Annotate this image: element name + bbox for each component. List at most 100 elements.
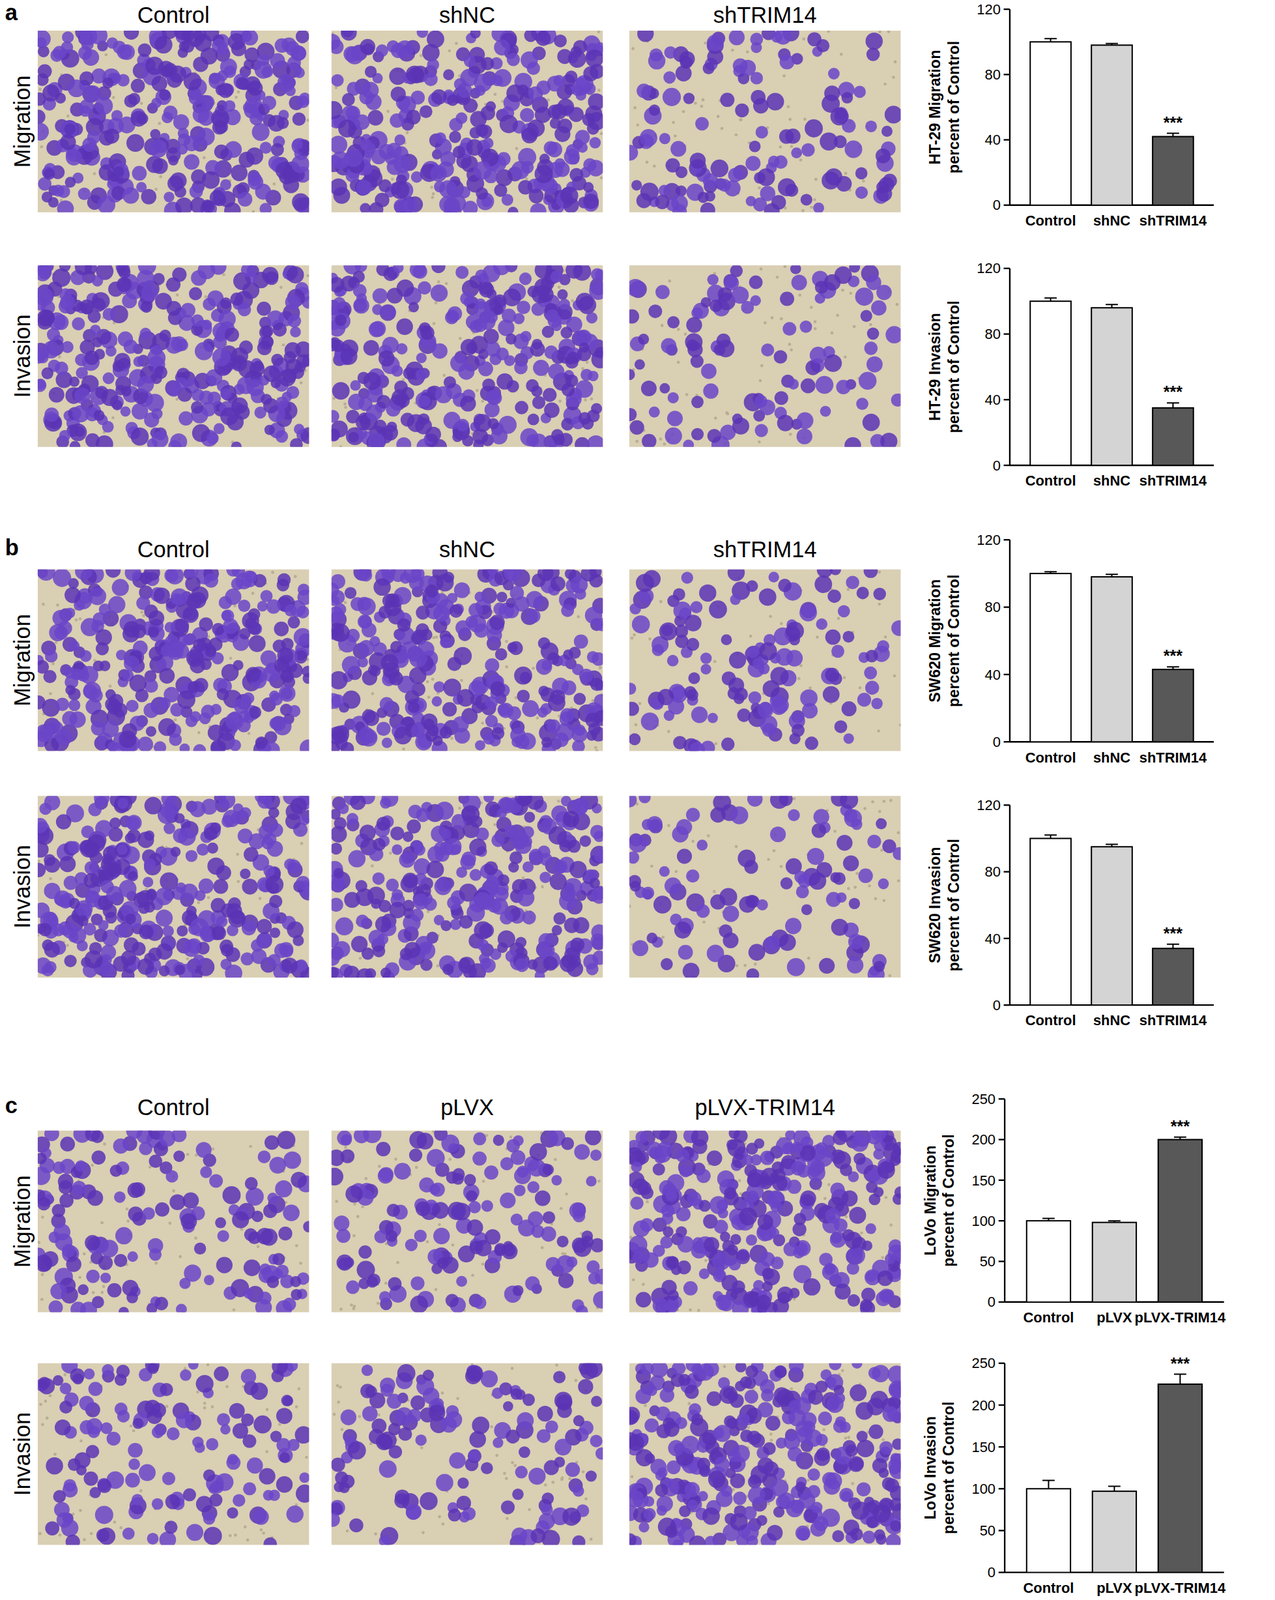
pore — [447, 49, 451, 53]
pore — [343, 402, 347, 406]
pore — [343, 405, 348, 410]
cell — [409, 265, 427, 278]
cell — [513, 312, 525, 324]
pore — [430, 196, 434, 200]
cell — [89, 324, 101, 336]
cell — [459, 395, 476, 412]
row-label: Invasion — [9, 314, 35, 398]
pore — [779, 317, 784, 321]
cell — [636, 83, 651, 98]
cell — [531, 302, 546, 316]
pore — [685, 392, 689, 397]
cell — [200, 47, 218, 65]
cell — [880, 432, 898, 447]
cell — [163, 63, 178, 77]
cell — [136, 181, 147, 193]
cell — [97, 196, 116, 213]
cell — [239, 340, 253, 354]
cell — [353, 284, 367, 298]
cell — [790, 265, 802, 275]
pore — [848, 291, 853, 296]
cell — [853, 85, 866, 99]
pore — [557, 285, 561, 289]
cell — [435, 385, 453, 403]
cell — [91, 291, 111, 311]
row-label: Migration — [9, 613, 35, 707]
pore — [175, 293, 180, 297]
cell — [732, 417, 750, 435]
cell — [233, 73, 249, 90]
cell — [191, 314, 204, 327]
cell — [140, 284, 158, 301]
cell — [368, 432, 386, 447]
cell — [74, 265, 92, 275]
cell — [130, 110, 147, 127]
cell — [286, 266, 304, 284]
cell — [439, 180, 457, 199]
pore — [662, 442, 666, 446]
cell — [201, 199, 214, 212]
cell — [779, 54, 795, 70]
cell — [517, 179, 533, 195]
cell — [583, 82, 596, 95]
cell — [149, 139, 168, 158]
cell — [538, 286, 554, 302]
pore — [789, 347, 793, 352]
cell — [573, 39, 588, 54]
cell — [154, 365, 168, 379]
cell — [252, 123, 270, 141]
cell — [292, 112, 307, 126]
pore — [830, 331, 834, 335]
cell — [768, 155, 780, 168]
pore — [390, 177, 395, 182]
cell — [55, 92, 67, 104]
pore — [809, 205, 814, 210]
cell — [545, 309, 559, 322]
cell — [352, 270, 365, 283]
cell — [505, 333, 517, 345]
pore — [631, 46, 635, 51]
pore — [813, 198, 817, 202]
cell — [667, 392, 679, 404]
cell — [473, 161, 492, 180]
cell — [667, 315, 680, 329]
cell — [117, 73, 130, 86]
pore — [112, 95, 116, 100]
cell — [163, 191, 174, 202]
cell — [138, 42, 152, 57]
cell — [269, 53, 285, 69]
cell — [750, 295, 761, 306]
pore — [869, 323, 873, 327]
pore — [700, 104, 704, 109]
cell — [587, 370, 599, 382]
cell — [585, 49, 604, 68]
cell — [491, 74, 503, 86]
cell — [675, 185, 687, 197]
cell — [389, 113, 404, 128]
cell — [800, 378, 816, 394]
cell — [830, 107, 849, 126]
pore — [878, 30, 882, 34]
cell — [373, 419, 387, 433]
cell — [702, 173, 719, 189]
cell — [506, 52, 520, 66]
cell — [278, 368, 296, 386]
cell — [189, 184, 204, 199]
cell — [52, 184, 65, 197]
cell — [295, 341, 309, 358]
cell — [670, 140, 687, 157]
pore — [271, 570, 275, 574]
cell — [446, 309, 460, 323]
pore — [787, 104, 791, 109]
pore — [51, 661, 55, 666]
cell — [691, 306, 703, 319]
pore — [788, 117, 792, 122]
cell — [551, 103, 567, 120]
cell — [753, 171, 766, 184]
pore — [431, 192, 436, 196]
cell — [824, 354, 842, 373]
cell — [482, 137, 494, 149]
cell — [37, 123, 49, 141]
cell — [124, 94, 138, 108]
pore — [673, 134, 677, 138]
